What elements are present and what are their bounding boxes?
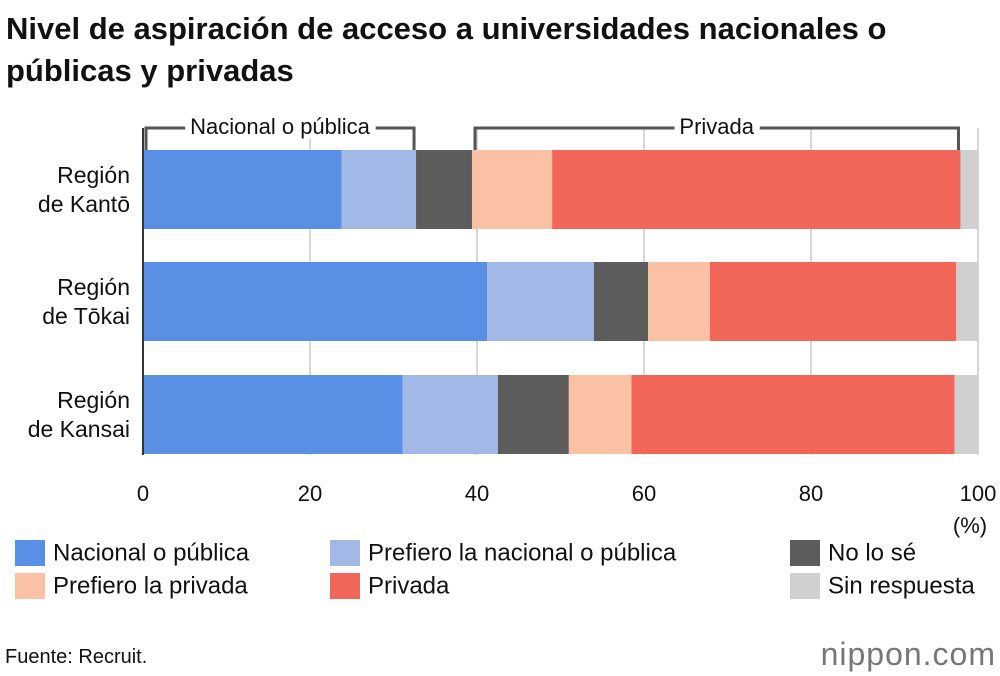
bar-segment	[143, 375, 403, 454]
bar-segment	[471, 150, 553, 229]
bar-segment	[648, 262, 710, 341]
bar-segment	[593, 262, 649, 341]
bar-segment	[954, 375, 978, 454]
x-tick-label: 80	[799, 481, 823, 506]
legend-label: Privada	[368, 572, 450, 599]
legend-label: Nacional o pública	[53, 539, 250, 566]
legend-label: Prefiero la nacional o pública	[368, 539, 677, 566]
annotation: Nacional o pública	[190, 114, 371, 139]
bar-segment	[143, 262, 488, 341]
bar-segment	[143, 150, 342, 229]
legend-swatch	[790, 573, 820, 599]
bar-segment	[341, 150, 417, 229]
x-unit: (%)	[953, 513, 987, 538]
bar-segment	[497, 375, 569, 454]
bar-segment	[402, 375, 498, 454]
y-tick-label: Región de Kansai	[27, 386, 130, 442]
bar-segment	[956, 262, 978, 341]
x-tick-label: 0	[137, 481, 149, 506]
legend-swatch	[790, 540, 820, 566]
x-tick-label: 40	[465, 481, 489, 506]
bar-segment	[568, 375, 632, 454]
x-tick-label: 20	[298, 481, 322, 506]
legend-swatch	[15, 573, 45, 599]
legend-label: Sin respuesta	[828, 572, 975, 599]
annotation-bg	[674, 113, 760, 139]
legend-label: No lo sé	[828, 539, 916, 566]
x-tick-label: 60	[632, 481, 656, 506]
chart-title: Nivel de aspiración de acceso a universi…	[6, 11, 887, 88]
annotation-bg	[185, 113, 376, 139]
annotation: Privada	[679, 114, 754, 139]
bar-segment	[416, 150, 472, 229]
legend-swatch	[330, 573, 360, 599]
legend-swatch	[330, 540, 360, 566]
bar-segment	[631, 375, 955, 454]
watermark: nippon.com	[820, 636, 996, 672]
y-tick-label: Región de Tōkai	[42, 273, 130, 329]
bar-segment	[552, 150, 961, 229]
y-tick-label: Región de Kantō	[37, 161, 130, 217]
bar-segment	[487, 262, 594, 341]
legend-swatch	[15, 540, 45, 566]
bar-segment	[960, 150, 978, 229]
legend-label: Prefiero la privada	[53, 572, 248, 599]
bar-segment	[709, 262, 957, 341]
x-tick-label: 100	[960, 481, 997, 506]
source: Fuente: Recruit.	[5, 646, 148, 668]
